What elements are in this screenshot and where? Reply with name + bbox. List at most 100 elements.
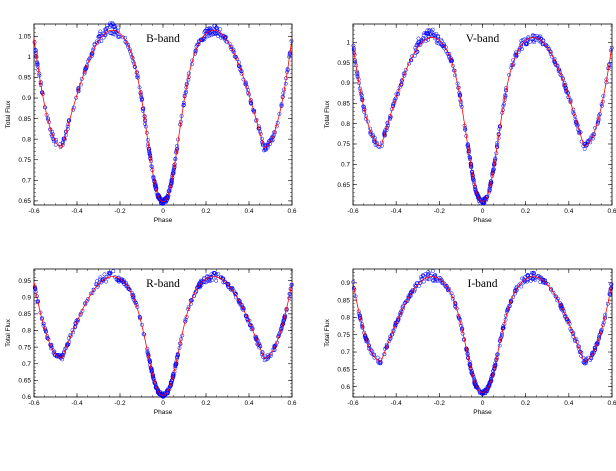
observation-point xyxy=(530,277,535,282)
observation-point xyxy=(101,35,106,40)
observation-point xyxy=(104,279,109,284)
observation-point xyxy=(553,294,558,299)
y-tick-label: 0.75 xyxy=(337,332,350,339)
x-tick-label: -0.2 xyxy=(114,208,126,215)
observation-point xyxy=(450,63,455,68)
observation-point xyxy=(526,36,531,41)
observation-point xyxy=(229,285,233,290)
x-tick-label: 0.2 xyxy=(521,208,530,215)
observation-point xyxy=(236,298,241,303)
observation-point xyxy=(111,269,116,274)
observation-point xyxy=(419,40,424,45)
x-tick-label: 0.2 xyxy=(521,400,530,407)
x-tick-label: -0.6 xyxy=(28,208,40,215)
observation-point xyxy=(86,296,91,301)
observation-point xyxy=(209,33,214,38)
observation-point xyxy=(384,345,389,350)
x-tick-label: 0.6 xyxy=(607,400,616,407)
observation-point xyxy=(524,41,529,46)
observation-point xyxy=(213,31,218,36)
observation-point xyxy=(91,287,96,292)
y-tick-label: 0.6 xyxy=(22,394,31,401)
observation-point xyxy=(429,29,434,34)
observation-point xyxy=(440,280,445,285)
observation-point xyxy=(524,40,529,45)
observation-point xyxy=(396,316,401,320)
y-tick-label: 0.8 xyxy=(341,315,350,322)
observation-point xyxy=(434,40,439,45)
observation-point xyxy=(440,278,444,283)
observation-point xyxy=(120,278,124,283)
observation-point xyxy=(254,335,258,340)
observation-point xyxy=(406,61,411,66)
panel-b-band: -0.6 -0.4 -0.2 0 0.2 0.4 0.6 0.65 0.7 0.75 0.8 0.85… xyxy=(5,21,297,224)
observation-point xyxy=(374,142,379,147)
observation-point xyxy=(169,380,174,385)
observation-point xyxy=(226,283,231,288)
observation-point xyxy=(83,302,88,306)
x-tick-label: 0.4 xyxy=(564,400,573,407)
observation-point xyxy=(593,346,598,351)
observation-point xyxy=(55,354,60,359)
y-axis-label: Total Flux xyxy=(5,100,12,129)
observation-point xyxy=(99,39,104,43)
observation-point xyxy=(577,347,582,352)
observation-point xyxy=(418,280,423,285)
observation-point xyxy=(116,34,121,39)
observation-point xyxy=(523,275,528,280)
band-title: V-band xyxy=(466,33,500,45)
observation-point xyxy=(223,280,228,284)
plot-frame xyxy=(352,23,613,206)
observation-point xyxy=(533,37,538,42)
observation-point xyxy=(269,137,274,142)
y-tick-label: 1 xyxy=(27,54,31,61)
x-tick-label: -0.2 xyxy=(114,400,126,407)
observation-point xyxy=(433,33,438,38)
observation-point xyxy=(558,303,563,308)
observation-point xyxy=(193,49,198,54)
y-tick-label: 0.7 xyxy=(22,361,31,368)
observation-point xyxy=(207,278,212,282)
observation-point xyxy=(251,108,256,113)
observation-point xyxy=(163,197,168,202)
observation-point xyxy=(73,324,77,329)
observation-point xyxy=(98,29,103,34)
observation-point xyxy=(102,31,107,36)
observation-point xyxy=(370,352,375,357)
x-tick-label: 0.2 xyxy=(201,208,210,215)
observation-point xyxy=(160,394,165,398)
observation-point xyxy=(394,320,399,325)
x-tick-label: -0.4 xyxy=(391,400,403,407)
observation-point xyxy=(429,32,434,37)
observation-point xyxy=(229,287,234,292)
observation-point xyxy=(431,278,436,283)
observation-point xyxy=(562,311,567,316)
y-tick-label: 0.65 xyxy=(337,367,350,374)
observation-point xyxy=(370,134,375,139)
observation-point xyxy=(203,28,208,33)
observation-point xyxy=(245,317,250,321)
observation-point xyxy=(233,292,238,297)
x-tick-label: 0.6 xyxy=(607,208,616,215)
observation-point xyxy=(244,313,249,318)
model-curve xyxy=(352,276,613,393)
observation-point xyxy=(543,281,548,285)
x-tick-label: -0.4 xyxy=(71,208,83,215)
observation-point xyxy=(227,41,232,46)
y-tick-label: 0.6 xyxy=(341,384,350,391)
y-tick-label: 0.65 xyxy=(18,378,31,385)
observation-point xyxy=(83,67,88,72)
x-tick-label: -0.6 xyxy=(28,400,40,407)
observation-point xyxy=(102,272,107,277)
observation-point xyxy=(388,115,393,119)
observation-point xyxy=(78,311,83,316)
observation-point xyxy=(372,355,377,360)
y-tick-label: 0.9 xyxy=(22,95,31,102)
observation-point xyxy=(196,42,201,47)
x-axis-label: Phase xyxy=(473,409,492,416)
observation-point xyxy=(375,355,380,360)
observation-point xyxy=(53,139,58,144)
observation-point xyxy=(427,28,432,33)
observation-point xyxy=(88,291,93,296)
